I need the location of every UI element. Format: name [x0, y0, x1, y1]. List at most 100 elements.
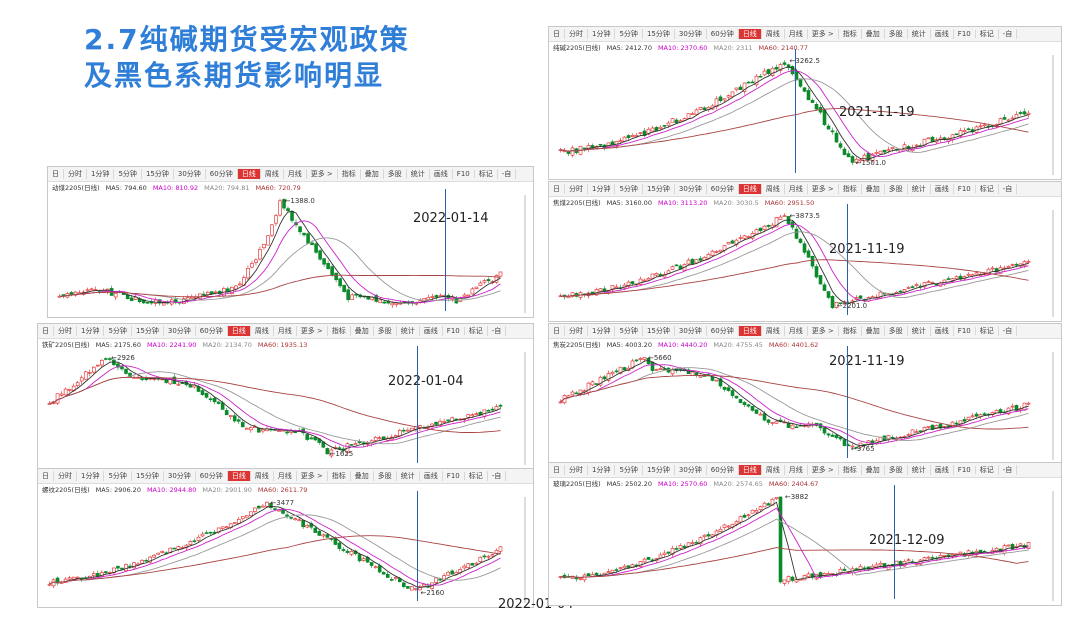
toolbar-tab[interactable]: 统计: [908, 184, 931, 194]
toolbar-tab[interactable]: 更多 >: [307, 169, 338, 179]
toolbar-tab[interactable]: 画线: [931, 184, 954, 194]
toolbar-tab[interactable]: 多股: [885, 326, 908, 336]
toolbar-tab[interactable]: 日线: [237, 169, 261, 179]
toolbar-tab[interactable]: 5分钟: [104, 471, 132, 481]
toolbar-tab[interactable]: F10: [443, 472, 465, 480]
toolbar-tab[interactable]: 月线: [785, 326, 808, 336]
toolbar-tab[interactable]: F10: [954, 185, 976, 193]
toolbar-tab[interactable]: 统计: [397, 471, 420, 481]
toolbar-tab[interactable]: 日: [549, 184, 565, 194]
toolbar-tab[interactable]: 周线: [251, 326, 274, 336]
toolbar-tab[interactable]: 60分钟: [206, 169, 238, 179]
toolbar-tab[interactable]: -自: [498, 169, 517, 179]
toolbar-tab[interactable]: 叠加: [862, 326, 885, 336]
toolbar-tab[interactable]: 日: [549, 326, 565, 336]
toolbar-tab[interactable]: 5分钟: [615, 465, 643, 475]
toolbar-tab[interactable]: 叠加: [862, 184, 885, 194]
toolbar-tab[interactable]: 统计: [908, 29, 931, 39]
toolbar-tab[interactable]: 叠加: [862, 29, 885, 39]
toolbar-tab[interactable]: 多股: [885, 29, 908, 39]
toolbar-tab[interactable]: 日: [549, 465, 565, 475]
toolbar-tab[interactable]: F10: [954, 327, 976, 335]
toolbar-tab[interactable]: 叠加: [361, 169, 384, 179]
toolbar-tab[interactable]: 15分钟: [132, 326, 164, 336]
toolbar-tab[interactable]: -自: [488, 471, 507, 481]
toolbar-tab[interactable]: 叠加: [351, 471, 374, 481]
toolbar-tab[interactable]: 15分钟: [643, 326, 675, 336]
toolbar-tab[interactable]: 1分钟: [77, 326, 105, 336]
toolbar-tab[interactable]: 月线: [785, 465, 808, 475]
toolbar-tab[interactable]: 周线: [251, 471, 274, 481]
toolbar-tab[interactable]: -自: [999, 184, 1018, 194]
toolbar-tab[interactable]: 5分钟: [615, 326, 643, 336]
toolbar-tab[interactable]: 月线: [274, 326, 297, 336]
toolbar-tab[interactable]: 30分钟: [174, 169, 206, 179]
toolbar-tab[interactable]: 多股: [374, 471, 397, 481]
toolbar-tab[interactable]: 60分钟: [196, 471, 228, 481]
toolbar-tab[interactable]: 标记: [465, 326, 488, 336]
toolbar-tab[interactable]: 1分钟: [588, 326, 616, 336]
toolbar-tab[interactable]: 标记: [976, 326, 999, 336]
toolbar-tab[interactable]: 分时: [565, 184, 588, 194]
toolbar-tab[interactable]: 指标: [839, 29, 862, 39]
toolbar-tab[interactable]: 1分钟: [588, 465, 616, 475]
toolbar-tab[interactable]: 画线: [420, 471, 443, 481]
toolbar-tab[interactable]: 指标: [839, 184, 862, 194]
toolbar-tab[interactable]: 日线: [738, 184, 762, 194]
toolbar-tab[interactable]: F10: [954, 466, 976, 474]
toolbar-tab[interactable]: 更多 >: [808, 326, 839, 336]
toolbar-tab[interactable]: 多股: [885, 184, 908, 194]
toolbar-tab[interactable]: 60分钟: [707, 29, 739, 39]
toolbar-tab[interactable]: 5分钟: [114, 169, 142, 179]
toolbar-tab[interactable]: F10: [954, 30, 976, 38]
toolbar-tab[interactable]: 统计: [908, 465, 931, 475]
toolbar-tab[interactable]: 更多 >: [297, 326, 328, 336]
toolbar-tab[interactable]: 周线: [762, 465, 785, 475]
toolbar-tab[interactable]: 30分钟: [675, 184, 707, 194]
toolbar-tab[interactable]: 5分钟: [615, 29, 643, 39]
toolbar-tab[interactable]: 1分钟: [87, 169, 115, 179]
toolbar-tab[interactable]: 更多 >: [808, 29, 839, 39]
toolbar-tab[interactable]: 日线: [227, 471, 251, 481]
toolbar-tab[interactable]: 画线: [430, 169, 453, 179]
toolbar-tab[interactable]: 60分钟: [707, 184, 739, 194]
toolbar-tab[interactable]: 多股: [374, 326, 397, 336]
toolbar-tab[interactable]: 30分钟: [675, 465, 707, 475]
toolbar-tab[interactable]: 15分钟: [643, 184, 675, 194]
toolbar-tab[interactable]: 60分钟: [707, 465, 739, 475]
toolbar-tab[interactable]: 5分钟: [615, 184, 643, 194]
toolbar-tab[interactable]: 指标: [328, 471, 351, 481]
toolbar-tab[interactable]: 画线: [420, 326, 443, 336]
toolbar-tab[interactable]: 分时: [565, 465, 588, 475]
toolbar-tab[interactable]: 15分钟: [643, 465, 675, 475]
toolbar-tab[interactable]: 分时: [565, 326, 588, 336]
toolbar-tab[interactable]: 15分钟: [142, 169, 174, 179]
toolbar-tab[interactable]: F10: [453, 170, 475, 178]
toolbar-tab[interactable]: -自: [999, 29, 1018, 39]
toolbar-tab[interactable]: 30分钟: [164, 471, 196, 481]
toolbar-tab[interactable]: 更多 >: [297, 471, 328, 481]
toolbar-tab[interactable]: 日线: [738, 465, 762, 475]
toolbar-tab[interactable]: -自: [488, 326, 507, 336]
toolbar-tab[interactable]: 指标: [839, 465, 862, 475]
toolbar-tab[interactable]: 指标: [338, 169, 361, 179]
toolbar-tab[interactable]: -自: [999, 465, 1018, 475]
toolbar-tab[interactable]: 分时: [565, 29, 588, 39]
toolbar-tab[interactable]: 1分钟: [588, 184, 616, 194]
toolbar-tab[interactable]: 更多 >: [808, 465, 839, 475]
toolbar-tab[interactable]: 日线: [738, 29, 762, 39]
toolbar-tab[interactable]: 标记: [465, 471, 488, 481]
toolbar-tab[interactable]: 指标: [839, 326, 862, 336]
toolbar-tab[interactable]: 分时: [54, 471, 77, 481]
toolbar-tab[interactable]: 统计: [908, 326, 931, 336]
toolbar-tab[interactable]: 60分钟: [707, 326, 739, 336]
toolbar-tab[interactable]: 30分钟: [675, 326, 707, 336]
toolbar-tab[interactable]: 周线: [762, 326, 785, 336]
toolbar-tab[interactable]: 标记: [976, 29, 999, 39]
toolbar-tab[interactable]: 1分钟: [77, 471, 105, 481]
toolbar-tab[interactable]: 周线: [261, 169, 284, 179]
toolbar-tab[interactable]: 画线: [931, 326, 954, 336]
toolbar-tab[interactable]: 统计: [397, 326, 420, 336]
toolbar-tab[interactable]: 标记: [976, 465, 999, 475]
toolbar-tab[interactable]: -自: [999, 326, 1018, 336]
